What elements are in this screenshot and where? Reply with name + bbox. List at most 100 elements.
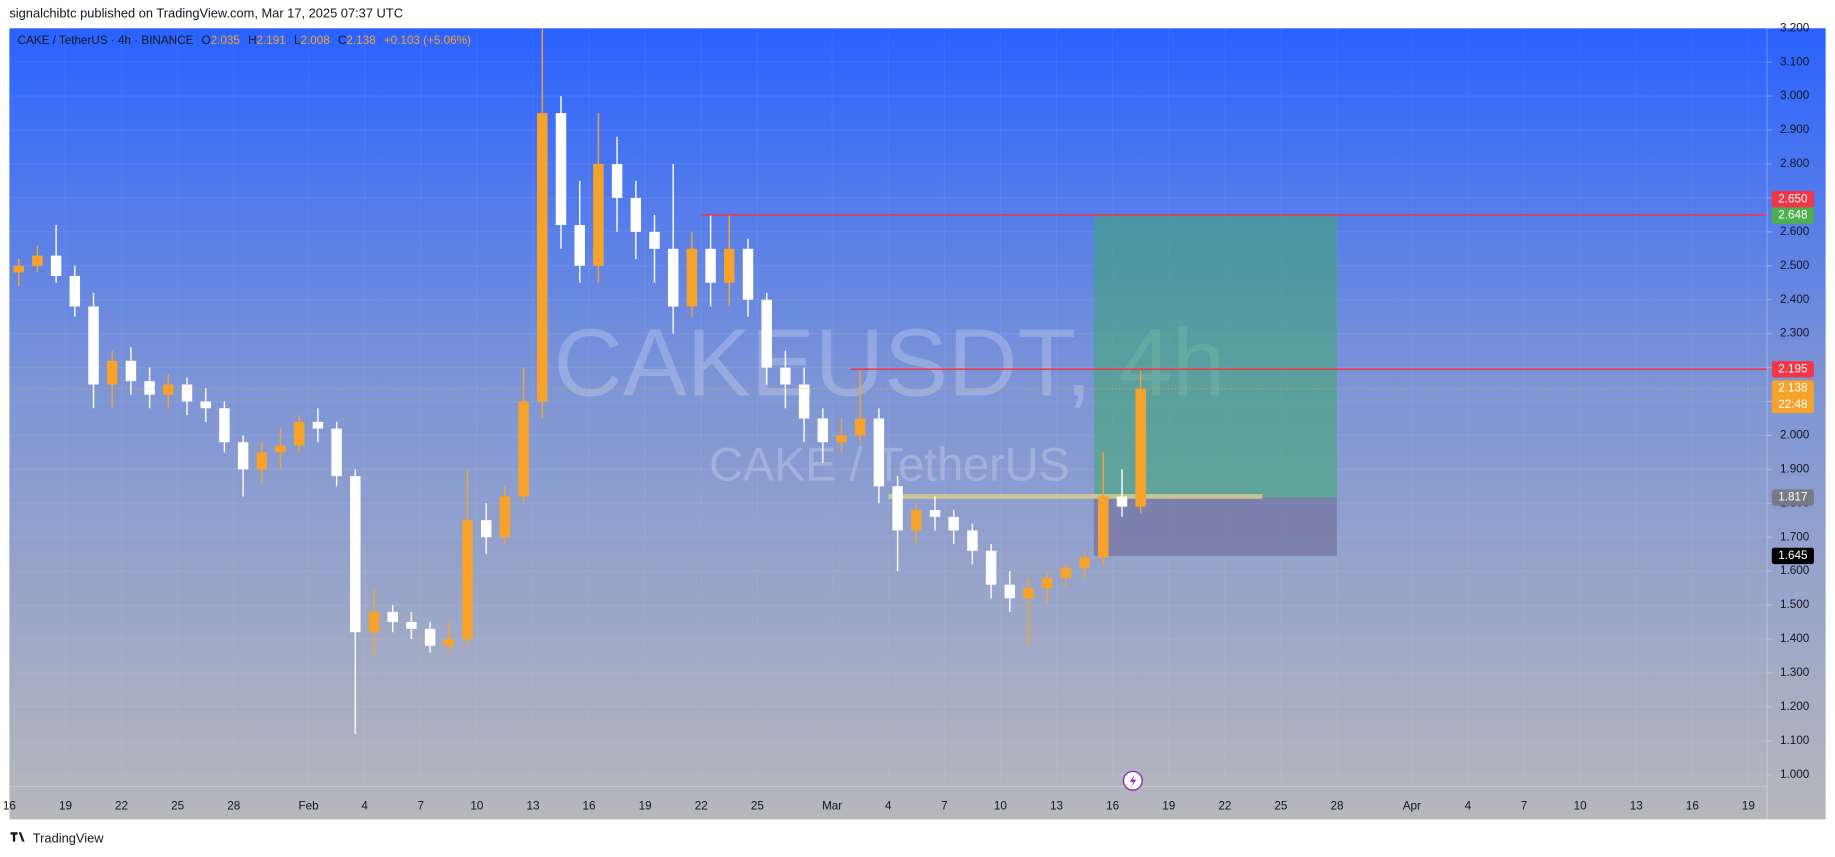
event-icon-bolt <box>1129 774 1137 788</box>
x-tick-label: 19 <box>1742 800 1755 813</box>
x-tick-label: 28 <box>1331 800 1344 813</box>
y-tick-label: 1.200 <box>1780 700 1810 713</box>
x-tick-label: 22 <box>1218 800 1231 813</box>
y-tick-label: 2.900 <box>1780 123 1810 136</box>
candle-body <box>350 476 361 633</box>
y-tick-label: 3.100 <box>1780 55 1810 68</box>
candle-body <box>705 248 716 283</box>
x-tick-label: 28 <box>227 800 240 813</box>
candle-body <box>1041 577 1053 589</box>
candle-body <box>574 225 585 266</box>
candle-body <box>331 428 342 477</box>
legend-ohlc-key: H <box>248 34 256 47</box>
x-tick-label: 7 <box>941 800 948 813</box>
candle-body <box>13 265 24 273</box>
y-tick-label: 3.200 <box>1780 21 1810 34</box>
candle-body <box>312 421 324 429</box>
candle-body <box>275 445 286 453</box>
legend-ohlc-key: L <box>294 34 301 47</box>
x-tick-label: 19 <box>59 800 72 813</box>
legend-ohlc-key: O <box>202 34 211 47</box>
price-label-box <box>1771 361 1814 378</box>
candle-body <box>854 418 866 436</box>
candle-body <box>480 520 492 538</box>
price-label: 2.138 <box>1778 382 1807 395</box>
x-tick-label: 4 <box>361 800 368 813</box>
candle-body <box>649 231 660 249</box>
y-tick-label: 2.000 <box>1780 429 1810 442</box>
candle-body <box>667 248 679 307</box>
x-tick-label: 7 <box>417 800 424 813</box>
candle-body <box>368 611 380 633</box>
legend-ohlc-value: 2.008 <box>301 34 330 47</box>
x-tick-label: Mar <box>822 800 842 813</box>
candle-body <box>967 530 978 551</box>
watermark-subtitle: CAKE / TetherUS <box>709 439 1070 491</box>
candle-body <box>780 367 791 385</box>
x-tick-label: 25 <box>171 800 185 813</box>
candle-body <box>443 639 455 646</box>
x-tick-label: 7 <box>1521 800 1528 813</box>
axes: 1.000 1.100 1.200 1.300 1.400 1.500 1.600 1.700… <box>3 21 1814 813</box>
candle-body <box>686 248 698 307</box>
candle-body <box>406 622 417 629</box>
legend-ohlc-key: C <box>338 34 346 47</box>
x-tick-label: 25 <box>1274 800 1287 813</box>
plot-area: CAKEUSDT, 4h CAKE / TetherUS <box>9 28 1768 787</box>
y-tick-label: 1.600 <box>1780 564 1810 577</box>
x-tick-label: 16 <box>1686 800 1699 813</box>
legend-ohlc-value: 2.035 <box>211 34 241 47</box>
y-tick-label: 1.500 <box>1780 598 1810 611</box>
candle-body <box>948 516 959 531</box>
price-label-box <box>1771 547 1814 565</box>
candle-body <box>630 197 642 232</box>
x-tick-label: Feb <box>298 800 319 813</box>
y-tick-label: 1.300 <box>1780 666 1810 679</box>
legend-symbol: CAKE / TetherUS · 4h · BINANCE <box>18 34 194 47</box>
candle-body <box>256 452 268 470</box>
candle-body <box>499 496 511 538</box>
y-tick-label: 1.100 <box>1780 734 1810 747</box>
price-label: 1.645 <box>1778 549 1808 562</box>
candle-body <box>873 418 885 487</box>
candle-body <box>929 510 941 517</box>
countdown-label: 22:48 <box>1778 398 1807 411</box>
legend-ohlc-value: 2.138 <box>346 34 375 47</box>
price-label-box <box>1771 489 1814 506</box>
x-tick-label: 4 <box>1465 800 1472 813</box>
candle-body <box>742 248 754 300</box>
y-tick-label: 3.000 <box>1780 89 1810 102</box>
x-tick-label: 19 <box>1162 800 1175 813</box>
price-label: 1.817 <box>1778 491 1807 504</box>
candle-body <box>911 510 922 531</box>
price-label-box <box>1771 380 1814 414</box>
tradingview-logo: TradingView <box>10 831 104 846</box>
x-tick-label: 13 <box>526 800 539 813</box>
candle-body <box>219 408 230 443</box>
price-label: 2.648 <box>1778 209 1807 222</box>
x-tick-label: 10 <box>1574 800 1588 813</box>
x-tick-label: 16 <box>583 800 596 813</box>
stop-zone <box>1093 497 1338 556</box>
candle-body <box>32 255 43 266</box>
candle-body <box>106 360 118 385</box>
candle-body <box>293 421 305 446</box>
candle-body <box>836 435 847 443</box>
candle-body <box>163 384 174 395</box>
candle-body <box>817 418 829 443</box>
x-tick-label: 4 <box>885 800 892 813</box>
y-tick-label: 2.600 <box>1780 225 1810 238</box>
candle-body <box>518 401 529 497</box>
y-tick-label: 1.700 <box>1780 530 1810 543</box>
candle-body <box>1135 388 1146 507</box>
candle-body <box>537 113 548 402</box>
candle-body <box>1023 588 1034 599</box>
chart-background <box>9 28 1826 820</box>
candle-body <box>1116 496 1128 507</box>
price-label-box <box>1771 207 1814 224</box>
x-tick-label: 10 <box>470 800 484 813</box>
price-label: 2.650 <box>1778 192 1808 205</box>
price-label: 2.195 <box>1778 362 1808 375</box>
candle-body <box>724 248 735 283</box>
x-tick-label: 19 <box>639 800 652 813</box>
